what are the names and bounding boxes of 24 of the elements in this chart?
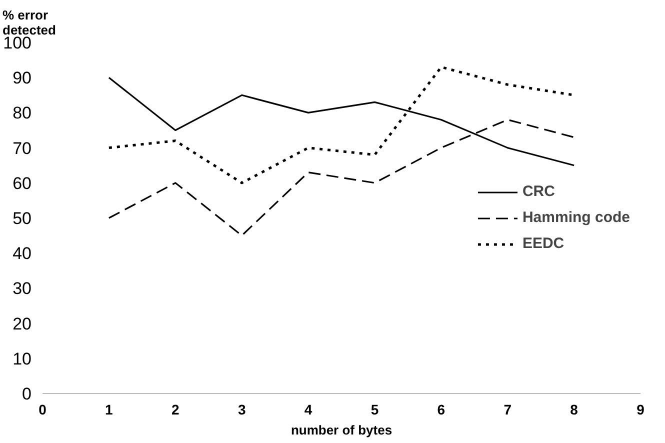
x-tick-label: 9	[636, 402, 645, 418]
y-tick-label: 90	[12, 68, 32, 88]
y-tick-label: 60	[12, 174, 32, 193]
x-tick-label: 4	[304, 402, 312, 418]
x-tick-label: 0	[38, 402, 47, 418]
y-tick-label: 10	[12, 349, 32, 368]
x-axis-title: number of bytes	[290, 422, 392, 438]
x-tick-label: 5	[370, 402, 379, 418]
x-tick-label: 6	[437, 402, 446, 418]
y-tick-label: 50	[12, 209, 32, 228]
y-tick-label: 70	[12, 138, 32, 158]
x-tick-label: 7	[504, 402, 512, 418]
y-tick-label: 80	[12, 104, 32, 123]
y-tick-label: 40	[12, 244, 32, 264]
x-tick-label: 1	[105, 402, 114, 418]
legend-label: Hamming code	[522, 209, 630, 226]
x-tick-label: 3	[238, 402, 246, 418]
y-tick-label: 30	[12, 279, 32, 298]
x-tick-label: 8	[570, 402, 578, 418]
y-tick-label: 20	[12, 314, 32, 334]
x-tick-label: 2	[171, 402, 180, 418]
legend-label: CRC	[522, 183, 555, 200]
legend-label: EEDC	[522, 235, 564, 252]
y-tick-label: 0	[22, 384, 32, 404]
